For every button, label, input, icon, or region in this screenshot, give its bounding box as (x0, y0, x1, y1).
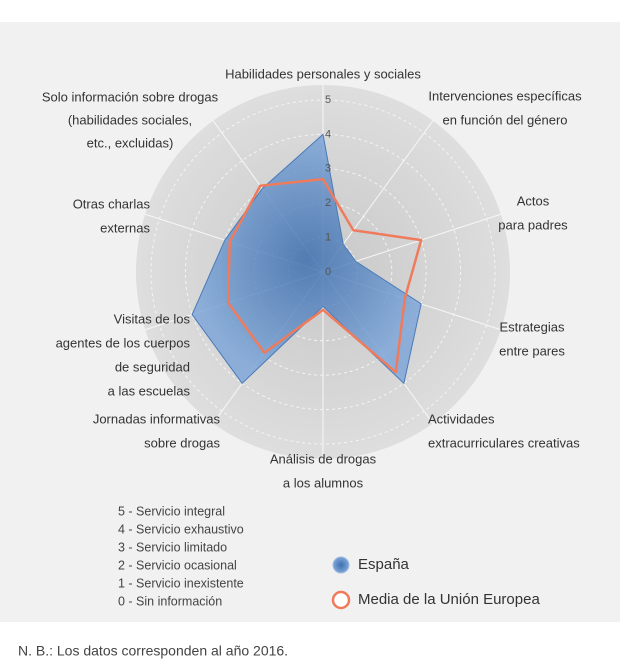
scale-note: 5 - Servicio integral (118, 504, 225, 518)
footnote: N. B.: Los datos corresponden al año 201… (18, 643, 288, 659)
scale-note: 4 - Servicio exhaustivo (118, 522, 244, 536)
axis-label: Jornadas informativas (93, 411, 221, 426)
tick-label: 5 (325, 94, 331, 106)
axis-label: en función del género (442, 112, 567, 127)
scale-note: 0 - Sin información (118, 594, 222, 608)
axis-label: externas (100, 220, 150, 235)
scale-note: 1 - Servicio inexistente (118, 576, 244, 590)
axis-label: a los alumnos (283, 475, 364, 490)
scale-note: 2 - Servicio ocasional (118, 558, 237, 572)
tick-label: 3 (325, 163, 331, 175)
axis-label: Intervenciones específicas (428, 88, 582, 103)
axis-label: (habilidades sociales, (68, 112, 192, 127)
axis-label: sobre drogas (144, 435, 220, 450)
series-line (226, 177, 423, 374)
grid-ring (253, 202, 393, 342)
axis-label: Otras charlas (73, 196, 151, 211)
axis-label: Habilidades personales y sociales (225, 66, 421, 81)
grid-ring (219, 168, 427, 376)
axis-label: Solo información sobre drogas (42, 89, 219, 104)
axis-label: extracurriculares creativas (428, 435, 580, 450)
tick-label: 0 (325, 266, 331, 278)
legend-swatch (331, 590, 351, 610)
axis-label: Visitas de los (114, 311, 191, 326)
tick-label: 1 (325, 232, 331, 244)
axis-label: para padres (498, 217, 568, 232)
legend-label: España (358, 556, 410, 573)
axis-label: entre pares (499, 343, 565, 358)
tick-label: 4 (325, 128, 331, 140)
legend-label: Media de la Unión Europea (358, 591, 540, 608)
axis-label: Actividades (428, 411, 495, 426)
axis-label: etc., excluidas) (87, 135, 174, 150)
tick-label: 2 (325, 197, 331, 209)
axis-label: Actos (517, 193, 550, 208)
axis-label: Análisis de drogas (270, 451, 377, 466)
series-area (191, 133, 422, 385)
axis-label: a las escuelas (108, 383, 191, 398)
axis-label: Estrategias (499, 319, 565, 334)
scale-note: 3 - Servicio limitado (118, 540, 227, 554)
axis-label: agentes de los cuerpos (56, 335, 191, 350)
legend-swatch (332, 556, 350, 574)
axis-label: de seguridad (115, 359, 190, 374)
